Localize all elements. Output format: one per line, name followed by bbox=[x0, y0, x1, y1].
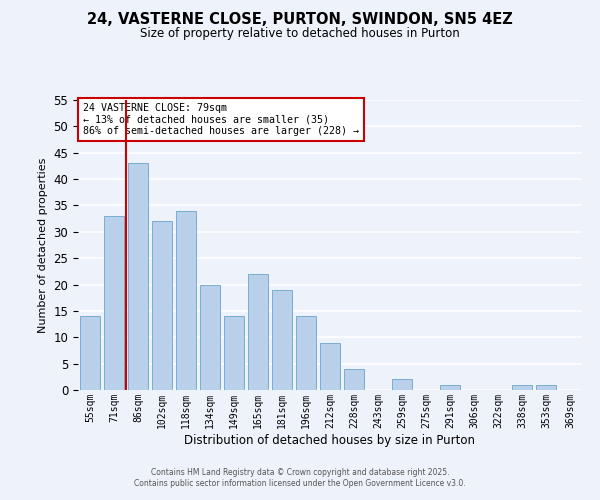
Bar bbox=[512, 384, 532, 390]
Bar bbox=[80, 316, 100, 390]
Y-axis label: Number of detached properties: Number of detached properties bbox=[38, 158, 48, 332]
Bar bbox=[248, 274, 268, 390]
Bar bbox=[536, 384, 556, 390]
Text: 24 VASTERNE CLOSE: 79sqm
← 13% of detached houses are smaller (35)
86% of semi-d: 24 VASTERNE CLOSE: 79sqm ← 13% of detach… bbox=[83, 103, 359, 136]
Bar bbox=[392, 380, 412, 390]
Bar bbox=[320, 342, 340, 390]
Bar bbox=[176, 210, 196, 390]
Bar bbox=[272, 290, 292, 390]
Text: Contains HM Land Registry data © Crown copyright and database right 2025.
Contai: Contains HM Land Registry data © Crown c… bbox=[134, 468, 466, 487]
Bar bbox=[296, 316, 316, 390]
Text: 24, VASTERNE CLOSE, PURTON, SWINDON, SN5 4EZ: 24, VASTERNE CLOSE, PURTON, SWINDON, SN5… bbox=[87, 12, 513, 28]
Bar bbox=[200, 284, 220, 390]
Bar bbox=[104, 216, 124, 390]
Bar bbox=[152, 222, 172, 390]
Bar bbox=[128, 164, 148, 390]
Bar bbox=[440, 384, 460, 390]
Text: Size of property relative to detached houses in Purton: Size of property relative to detached ho… bbox=[140, 28, 460, 40]
Bar bbox=[344, 369, 364, 390]
X-axis label: Distribution of detached houses by size in Purton: Distribution of detached houses by size … bbox=[185, 434, 476, 446]
Bar bbox=[224, 316, 244, 390]
